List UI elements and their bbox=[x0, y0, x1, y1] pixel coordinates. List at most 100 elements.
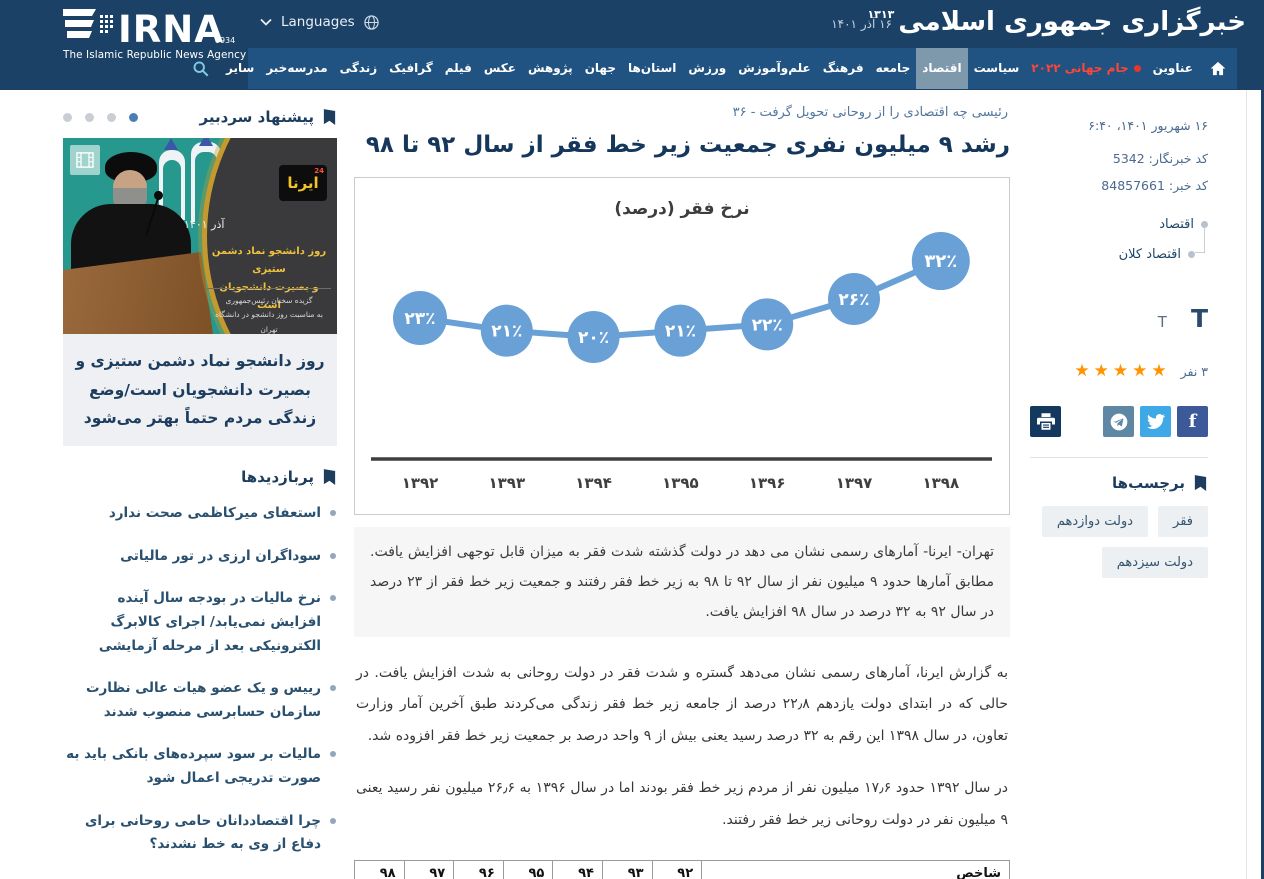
table-year-header: ۹۴ bbox=[552, 860, 603, 879]
carousel-dot[interactable] bbox=[63, 112, 72, 122]
x-axis-tick-label: ۱۳۹۸ bbox=[922, 474, 959, 492]
facebook-icon: f bbox=[1188, 411, 1197, 432]
chart-point-label: ۲۲٪ bbox=[752, 315, 783, 335]
nav-item-link[interactable]: عکس bbox=[483, 61, 516, 75]
article-rating: ۳ نفر ★★★★★ bbox=[1030, 363, 1208, 380]
most-viewed-item[interactable]: مالیات بر سود سپرده‌های بانکی باید به صو… bbox=[63, 743, 337, 790]
print-button[interactable] bbox=[1030, 406, 1061, 437]
most-viewed-item[interactable]: نرخ مالیات در بودجه سال آینده افزایش نمی… bbox=[63, 587, 337, 658]
tags-header: برچسب‌ها bbox=[1030, 474, 1208, 492]
red-dot-icon bbox=[1133, 65, 1141, 72]
bookmark-icon bbox=[323, 468, 336, 485]
category-link[interactable]: اقتصاد bbox=[1030, 217, 1208, 232]
bullet-icon bbox=[1201, 221, 1208, 228]
nav-item-link[interactable]: سیاست bbox=[973, 61, 1020, 75]
irna-logo-text: IRNA bbox=[118, 7, 224, 51]
facebook-share-button[interactable]: f bbox=[1177, 406, 1208, 437]
star-icon[interactable]: ★ bbox=[1074, 361, 1094, 381]
home-button[interactable] bbox=[1199, 48, 1237, 89]
carousel-dot[interactable] bbox=[85, 112, 94, 122]
nav-item-link[interactable]: زندگی bbox=[339, 61, 378, 75]
telegram-share-button[interactable] bbox=[1103, 406, 1134, 437]
article-lead: تهران- ایرنا- آمارهای رسمی نشان می دهد د… bbox=[354, 526, 1010, 637]
languages-dropdown[interactable]: Languages bbox=[260, 14, 379, 30]
chart-point bbox=[741, 297, 794, 350]
nav-item-link[interactable]: استان‌ها bbox=[628, 61, 677, 75]
star-icon[interactable]: ★ bbox=[1112, 361, 1133, 381]
increase-font-button[interactable]: T bbox=[1190, 304, 1208, 333]
twitter-icon bbox=[1146, 414, 1165, 429]
most-viewed-item[interactable]: رییس و یک عضو هیات عالی نظارت سازمان حسا… bbox=[63, 677, 337, 724]
image-subtext-overlay: گزیده سخنان رئیس‌جمهوری به مناسبت روز دان… bbox=[207, 288, 331, 334]
content-right-border bbox=[1246, 90, 1247, 879]
category-connector-line bbox=[1195, 228, 1205, 253]
nav-item-active[interactable]: اقتصاد bbox=[916, 48, 968, 89]
chart-point-label: ۲۳٪ bbox=[404, 309, 435, 329]
print-icon bbox=[1036, 413, 1055, 430]
table-year-header: ۹۶ bbox=[453, 860, 504, 879]
star-rating-control[interactable]: ★★★★★ bbox=[1074, 363, 1170, 380]
chart-point-label: ۳۲٪ bbox=[924, 251, 957, 272]
star-icon[interactable]: ★ bbox=[1093, 361, 1113, 381]
decrease-font-button[interactable]: T bbox=[1157, 313, 1167, 331]
article-meta-column: ۱۶ شهریور ۱۴۰۱، ۶:۴۰ کد خبرنگار: 5342 کد… bbox=[1030, 118, 1208, 578]
nav-item-link[interactable]: سایر bbox=[226, 61, 255, 75]
bookmark-icon bbox=[323, 108, 336, 125]
site-header: خبرگزاری جمهوری اسلامی۱۳۱۳ ۱۶ آذر ۱۴۰۱ L… bbox=[0, 0, 1264, 90]
rating-votes: ۳ نفر bbox=[1180, 364, 1208, 379]
agency-founding-year: ۱۳۱۳ bbox=[867, 8, 895, 21]
editor-pick-header: پیشنهاد سردبیر bbox=[63, 108, 337, 126]
chevron-down-icon bbox=[260, 18, 272, 26]
nav-item-link[interactable]: علم‌وآموزش bbox=[738, 61, 811, 75]
irna-flag-icon bbox=[63, 9, 113, 38]
nav-item-link[interactable]: فیلم bbox=[444, 61, 472, 75]
subcategory-link[interactable]: اقتصاد کلان bbox=[1030, 247, 1208, 262]
carousel-dot[interactable] bbox=[107, 112, 116, 122]
article-kicker[interactable]: رئیسی چه اقتصادی را از روحانی تحویل گرفت… bbox=[732, 105, 1008, 120]
search-button[interactable] bbox=[181, 48, 220, 89]
nav-item-link[interactable]: فرهنگ bbox=[822, 61, 864, 75]
arch-decoration bbox=[199, 138, 213, 146]
chart-point bbox=[567, 310, 620, 363]
chart-point bbox=[654, 304, 707, 357]
editor-pick-image[interactable]: ایرنا 24 آذر ۱۴۰۱ روز دانشجو نماد دشمن ست… bbox=[63, 138, 337, 334]
nav-item-link[interactable]: ورزش bbox=[688, 61, 727, 75]
header-date: ۱۶ آذر ۱۴۰۱ bbox=[831, 17, 892, 31]
twitter-share-button[interactable] bbox=[1140, 406, 1171, 437]
nav-item-link[interactable]: جام جهانی ۲۰۲۲ bbox=[1025, 48, 1146, 89]
video-indicator bbox=[70, 145, 100, 175]
poverty-chart-svg: ۲۳٪ ۱۳۹۲ ۲۱٪ ۱۳۹۳ ۲۰٪ ۱۳۹۴ ۲۱٪ ۱۳۹۵ ۲۲٪ ۱۳۹۶ ۲۶٪ ۱۳… bbox=[371, 231, 992, 492]
nav-item-link[interactable]: جامعه bbox=[875, 61, 911, 75]
most-viewed-title: پربازدیدها bbox=[241, 468, 314, 487]
carousel-dots bbox=[63, 112, 138, 122]
tag-chip[interactable]: دولت دوازدهم bbox=[1041, 506, 1149, 537]
star-icon[interactable]: ★ bbox=[1132, 361, 1152, 381]
tag-chip[interactable]: دولت سیزدهم bbox=[1101, 547, 1208, 578]
irna-logo[interactable]: IRNA 1934 The Islamic Republic News Agen… bbox=[63, 7, 246, 61]
chart-point-label: ۲۰٪ bbox=[578, 328, 609, 348]
arch-decoration bbox=[159, 150, 185, 220]
editor-pick-caption[interactable]: روز دانشجو نماد دشمن ستیزی و بصیرت دانشج… bbox=[63, 334, 337, 447]
poverty-rate-chart: نرخ فقر (درصد) ۲۳٪ ۱۳۹۲ ۲۱٪ ۱۳۹۳ ۲۰٪ ۱۳۹۴ ۲۱٪ ۱… bbox=[354, 176, 1010, 515]
table-year-header: ۹۵ bbox=[502, 860, 554, 879]
nav-item-link[interactable]: عناوین bbox=[1152, 61, 1193, 75]
browser-scrollbar[interactable] bbox=[1261, 0, 1264, 879]
star-icon[interactable]: ★ bbox=[1151, 361, 1171, 381]
reporter-code: کد خبرنگار: 5342 bbox=[1112, 151, 1208, 166]
tag-chip[interactable]: فقر bbox=[1158, 506, 1208, 537]
table-year-header: ۹۷ bbox=[403, 860, 455, 879]
nav-item-link[interactable]: پژوهش bbox=[527, 61, 573, 75]
search-icon bbox=[193, 61, 209, 77]
nav-item-link[interactable]: گرافیک bbox=[389, 61, 433, 75]
nav-item-link[interactable]: مدرسه‌خبر bbox=[266, 61, 328, 75]
bullet-icon bbox=[330, 751, 336, 758]
most-viewed-item[interactable]: استعفای میرکاظمی صحت ندارد bbox=[63, 502, 337, 526]
most-viewed-item[interactable]: چرا اقتصاددانان حامی روحانی برای دفاع از… bbox=[63, 810, 337, 857]
agency-title: خبرگزاری جمهوری اسلامی۱۳۱۳ bbox=[867, 7, 1246, 37]
x-axis-tick-label: ۱۳۹۲ bbox=[402, 474, 439, 492]
carousel-dot[interactable] bbox=[129, 112, 138, 122]
nav-item-link[interactable]: جهان bbox=[584, 61, 617, 75]
divider bbox=[1030, 457, 1208, 458]
most-viewed-item[interactable]: سوداگران ارزی در تور مالیاتی bbox=[63, 545, 337, 569]
